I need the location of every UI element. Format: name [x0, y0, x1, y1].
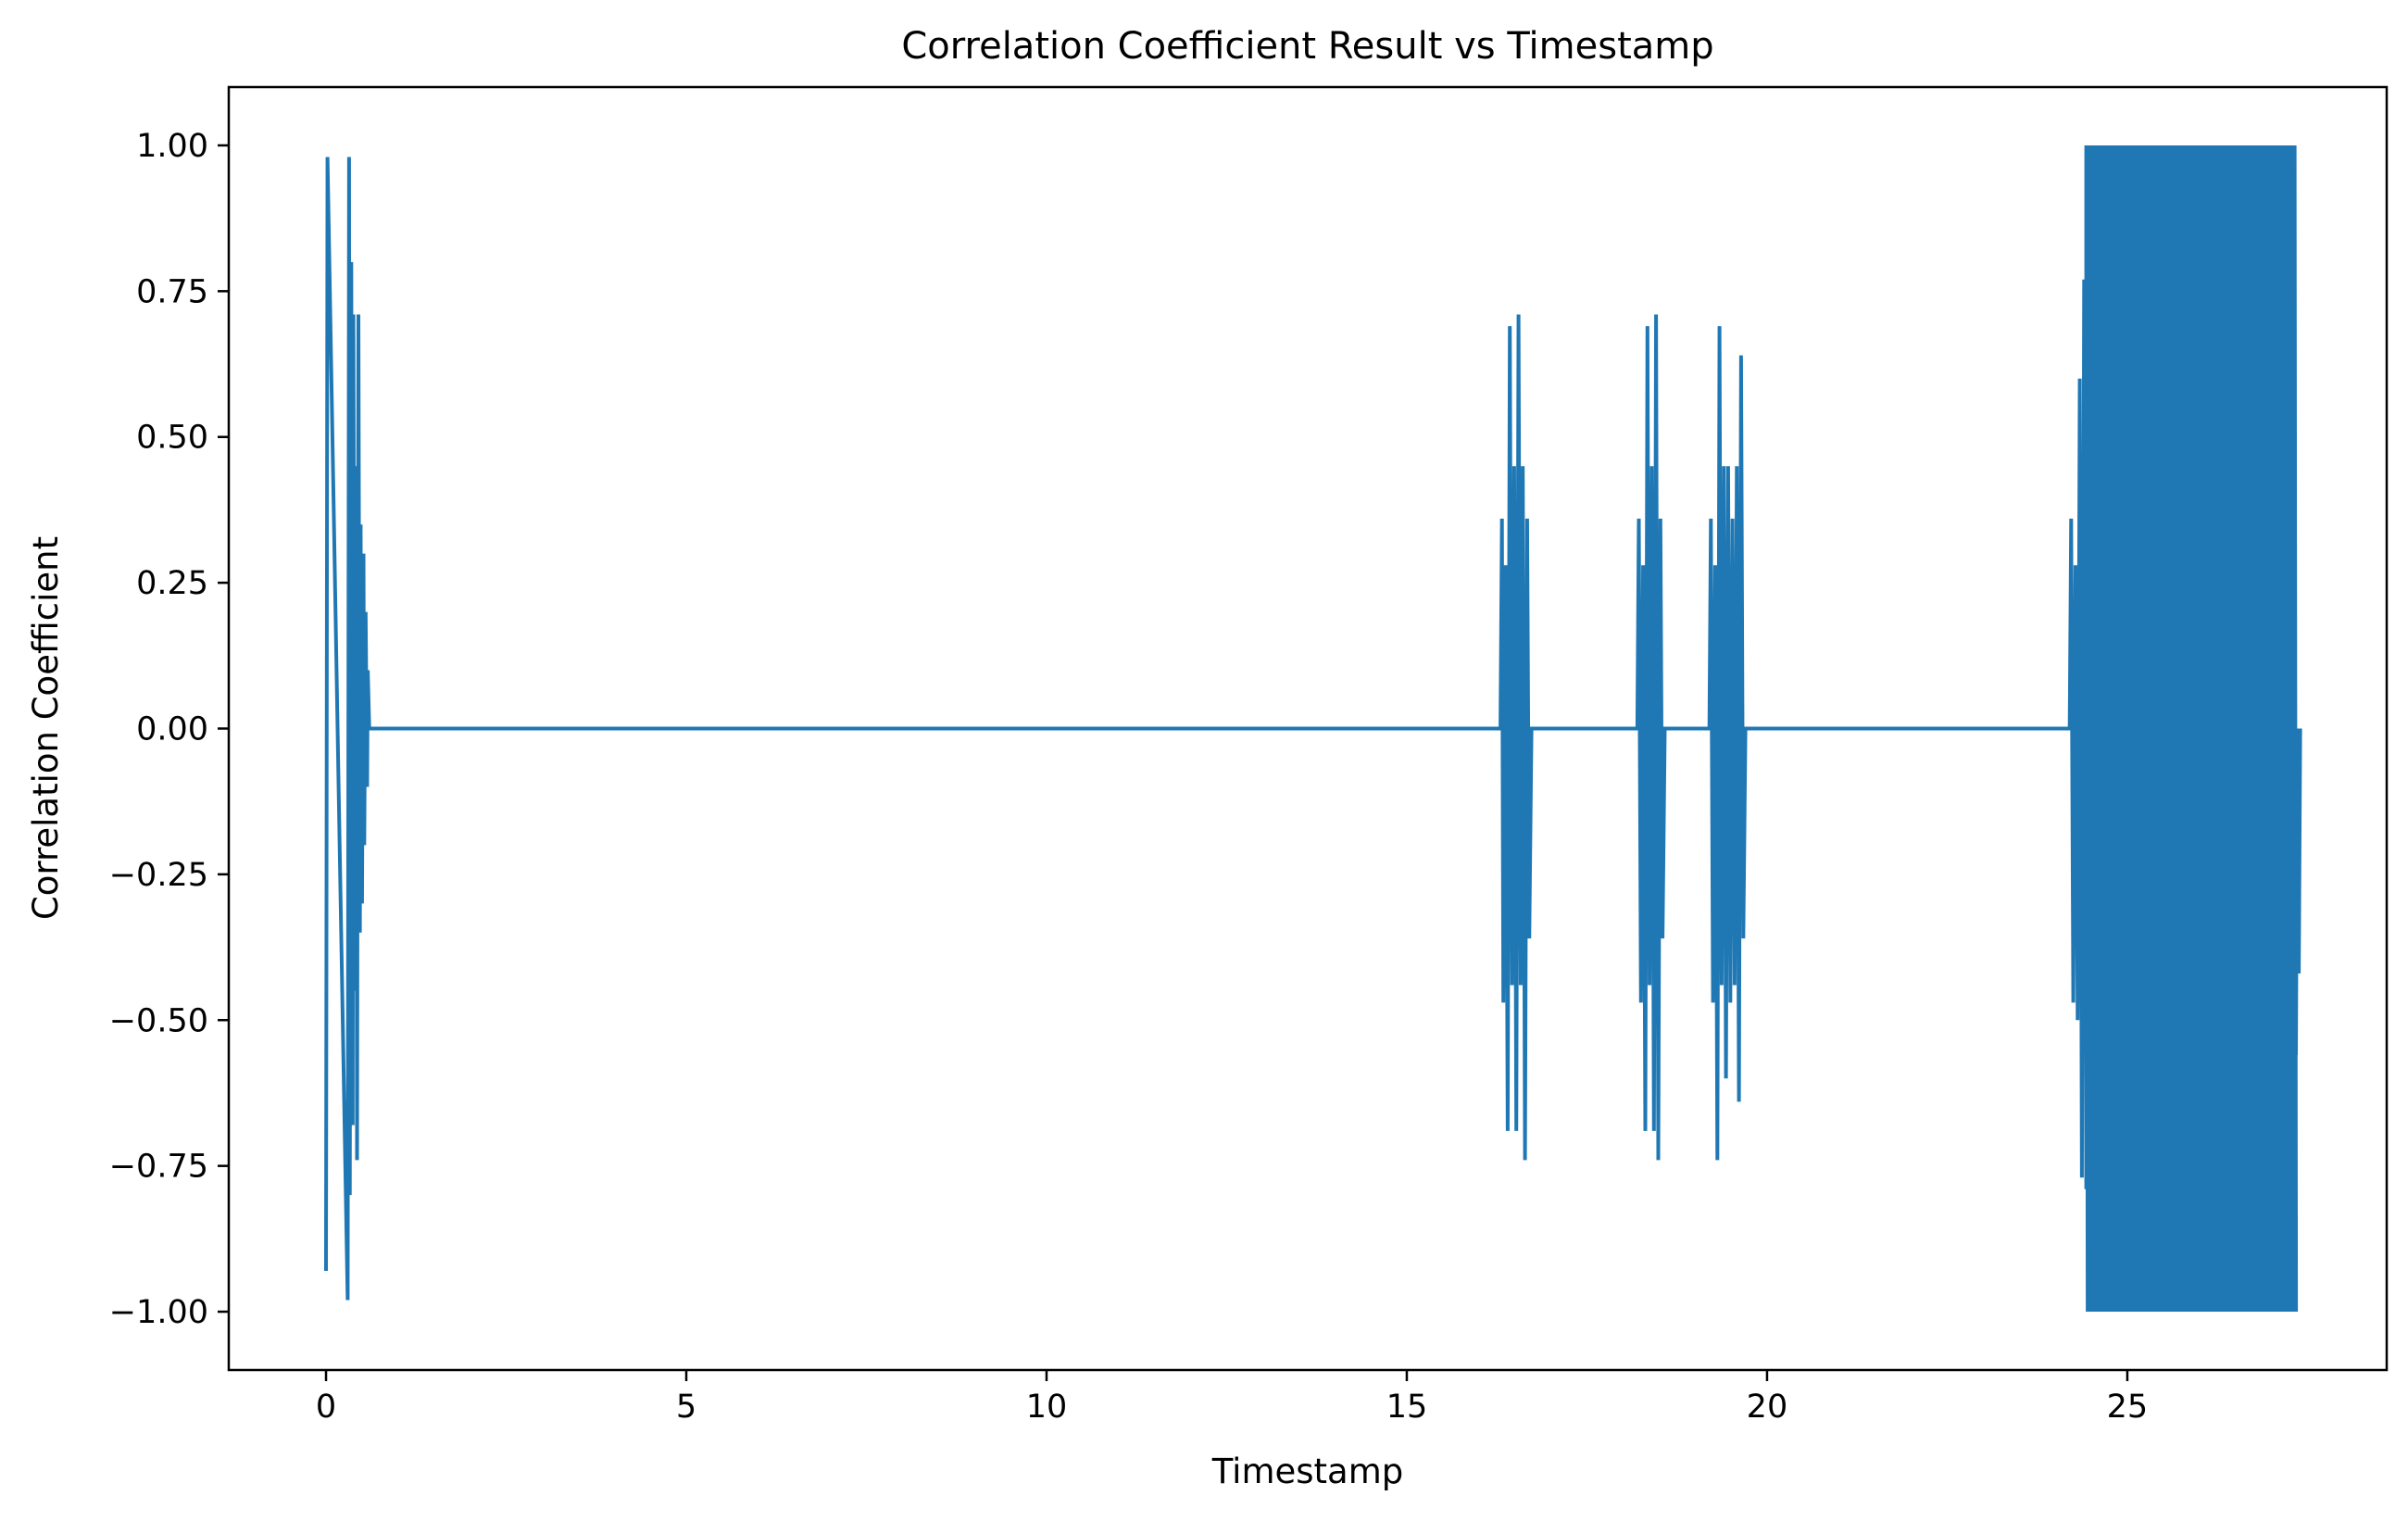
- x-tick-label: 0: [316, 1389, 336, 1426]
- y-tick-label: −0.75: [109, 1149, 208, 1186]
- y-tick-label: −0.25: [109, 857, 208, 894]
- series-line: [324, 145, 2302, 1313]
- x-tick-label: 25: [2107, 1389, 2149, 1426]
- data-layer: [324, 145, 2302, 1313]
- x-axis: 0 5 10 15 20 25: [316, 1370, 2148, 1426]
- y-tick-label: 0.00: [136, 711, 208, 748]
- chart-title: Correlation Coefficient Result vs Timest…: [901, 25, 1713, 68]
- y-tick-label: −0.50: [109, 1002, 208, 1039]
- x-tick-label: 10: [1026, 1389, 1068, 1426]
- y-tick-label: 0.75: [136, 273, 208, 310]
- y-axis: 1.00 0.75 0.50 0.25 0.00 −0.25 −0.50 −0.75 −1.00: [109, 128, 229, 1331]
- y-axis-label: Correlation Coefficient: [26, 536, 66, 920]
- y-tick-label: −1.00: [109, 1294, 208, 1331]
- y-tick-label: 1.00: [136, 128, 208, 165]
- x-tick-label: 5: [676, 1389, 696, 1426]
- x-axis-label: Timestamp: [1211, 1452, 1404, 1491]
- x-tick-label: 15: [1386, 1389, 1428, 1426]
- y-tick-label: 0.25: [136, 565, 208, 602]
- y-tick-label: 0.50: [136, 420, 208, 457]
- x-tick-label: 20: [1747, 1389, 1788, 1426]
